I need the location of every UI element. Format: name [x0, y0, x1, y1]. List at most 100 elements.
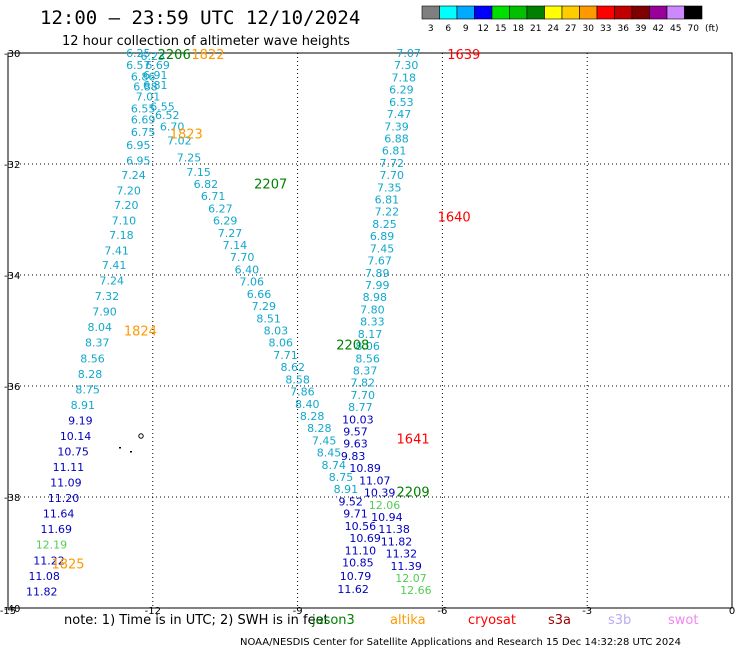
- lat-tick-label: -38: [4, 493, 20, 504]
- wave-height-value: 6.75: [131, 126, 156, 139]
- wave-height-value: 11.82: [26, 585, 58, 598]
- wave-height-value: 7.10: [112, 215, 137, 228]
- left-track: 6.256.576.866.887.016.556.696.756.956.95…: [26, 47, 160, 598]
- wave-height-value: 7.82: [351, 377, 376, 390]
- legend-swatch: [596, 5, 615, 20]
- wave-height-value: 11.09: [50, 477, 82, 490]
- legend-label: 6: [445, 24, 451, 34]
- wave-height-value: 8.28: [300, 410, 325, 423]
- wave-height-value: 11.22: [33, 554, 65, 567]
- legend-label: 9: [463, 24, 469, 34]
- wave-height-value: 8.56: [355, 352, 380, 365]
- lat-tick-label: -30: [4, 49, 20, 60]
- wave-height-value: 7.41: [102, 259, 127, 272]
- wave-height-value: 6.69: [131, 114, 156, 127]
- pass-time-label: 2208: [336, 338, 369, 353]
- legend-swatch: [649, 5, 668, 20]
- wave-height-value: 8.06: [268, 337, 293, 350]
- wave-height-value: 7.18: [109, 229, 134, 242]
- footer-note: note: 1) Time is in UTC; 2) SWH is in fe…: [64, 613, 329, 628]
- wave-height-value: 6.29: [213, 215, 238, 228]
- wave-height-value: 7.27: [218, 227, 243, 240]
- legend-swatch: [421, 5, 440, 20]
- wave-height-value: 7.29: [252, 300, 277, 313]
- pass-time-label: 1639: [447, 48, 480, 63]
- wave-height-value: 7.41: [104, 245, 129, 258]
- wave-height-value: 7.25: [177, 151, 202, 164]
- legend-swatch: [439, 5, 458, 20]
- wave-height-value: 6.55: [131, 103, 156, 116]
- legend-label: 36: [618, 24, 630, 34]
- wave-height-value: 6.71: [201, 190, 226, 203]
- wave-height-value: 7.15: [186, 166, 211, 179]
- wave-height-value: 6.27: [208, 202, 233, 215]
- wave-height-value: 7.24: [121, 169, 146, 182]
- wave-height-value: 9.57: [343, 426, 368, 439]
- wave-height-value: 12.07: [395, 572, 427, 585]
- wave-height-value: 8.25: [372, 218, 397, 231]
- legend-label: 24: [548, 24, 560, 34]
- lat-lon-grid: [8, 53, 732, 608]
- wave-height-value: 10.03: [342, 413, 374, 426]
- axis-tick-labels: -15 -12 -9 -6 -3 0-30-32-34-36-38-40: [0, 49, 735, 617]
- wave-height-value: 10.14: [60, 430, 92, 443]
- wave-height-value: 6.66: [247, 288, 272, 301]
- wave-height-value: 7.14: [223, 239, 248, 252]
- wave-height-value: 12.06: [369, 499, 401, 512]
- wave-height-value: 7.70: [379, 169, 404, 182]
- wave-height-value: 7.06: [239, 276, 264, 289]
- legend-swatch: [614, 5, 633, 20]
- wave-height-value: 6.88: [384, 132, 409, 145]
- wave-height-value: 11.08: [28, 570, 60, 583]
- wave-height-value: 8.91: [71, 399, 96, 412]
- legend-label: 39: [635, 24, 647, 34]
- wave-height-value: 10.75: [57, 445, 89, 458]
- wave-height-value: 6.29: [389, 84, 414, 97]
- wave-height-value: 11.64: [43, 508, 75, 521]
- wave-height-value: 7.90: [92, 306, 117, 319]
- wave-height-value: 6.81: [143, 79, 168, 92]
- island-marks: [119, 433, 144, 453]
- lon-tick-label: -15: [0, 606, 16, 617]
- wave-height-value: 6.91: [143, 69, 168, 82]
- wave-height-value: 9.19: [68, 414, 93, 427]
- middle-track: 6.236.696.916.81 6.556.526.70 7.02 7.25 7.15…: [141, 50, 381, 596]
- legend-swatch: [474, 5, 493, 20]
- wave-height-value: 6.53: [389, 96, 414, 109]
- wave-height-value: 7.18: [392, 71, 417, 84]
- satellite-legend-item: cryosat: [468, 613, 516, 628]
- wave-height-value: 7.67: [367, 255, 392, 268]
- wave-height-value: 6.52: [155, 109, 180, 122]
- legend-label: 15: [495, 24, 506, 34]
- wave-height-value: 9.83: [341, 450, 366, 463]
- wave-height-value: 8.75: [329, 471, 354, 484]
- wave-height-value: 10.94: [371, 511, 403, 524]
- wave-height-value: 8.51: [256, 312, 281, 325]
- pass-time-label: 1823: [170, 127, 203, 142]
- legend-label: 27: [565, 24, 576, 34]
- legend-swatch: [666, 5, 685, 20]
- wave-height-value: 6.40: [235, 263, 260, 276]
- wave-height-value: 8.37: [85, 337, 110, 350]
- wave-height-value: 7.32: [95, 290, 120, 303]
- satellite-legend-item: jason3: [311, 613, 355, 628]
- wave-height-value: 10.56: [345, 520, 377, 533]
- legend-label: 21: [530, 24, 541, 34]
- wave-height-value: 6.25: [126, 47, 151, 60]
- satellite-legend: jason3 altika cryosat s3a s3b swot: [311, 613, 698, 628]
- wave-height-value: 8.33: [360, 316, 385, 329]
- pass-time-label: 2209: [397, 485, 430, 500]
- wave-height-value: 10.85: [342, 556, 374, 569]
- wave-height-value: 6.95: [126, 155, 151, 168]
- wave-height-value: 8.77: [348, 401, 373, 414]
- wave-height-value: 11.20: [48, 492, 80, 505]
- wave-height-value: 7.22: [375, 206, 400, 219]
- pass-time-label: 1825: [51, 558, 84, 573]
- satellite-legend-item: s3a: [548, 613, 571, 628]
- lon-tick-label: 0: [729, 606, 735, 617]
- satellite-legend-item: swot: [668, 613, 698, 628]
- wave-height-value: 7.24: [100, 275, 125, 288]
- legend-label: 30: [583, 24, 595, 34]
